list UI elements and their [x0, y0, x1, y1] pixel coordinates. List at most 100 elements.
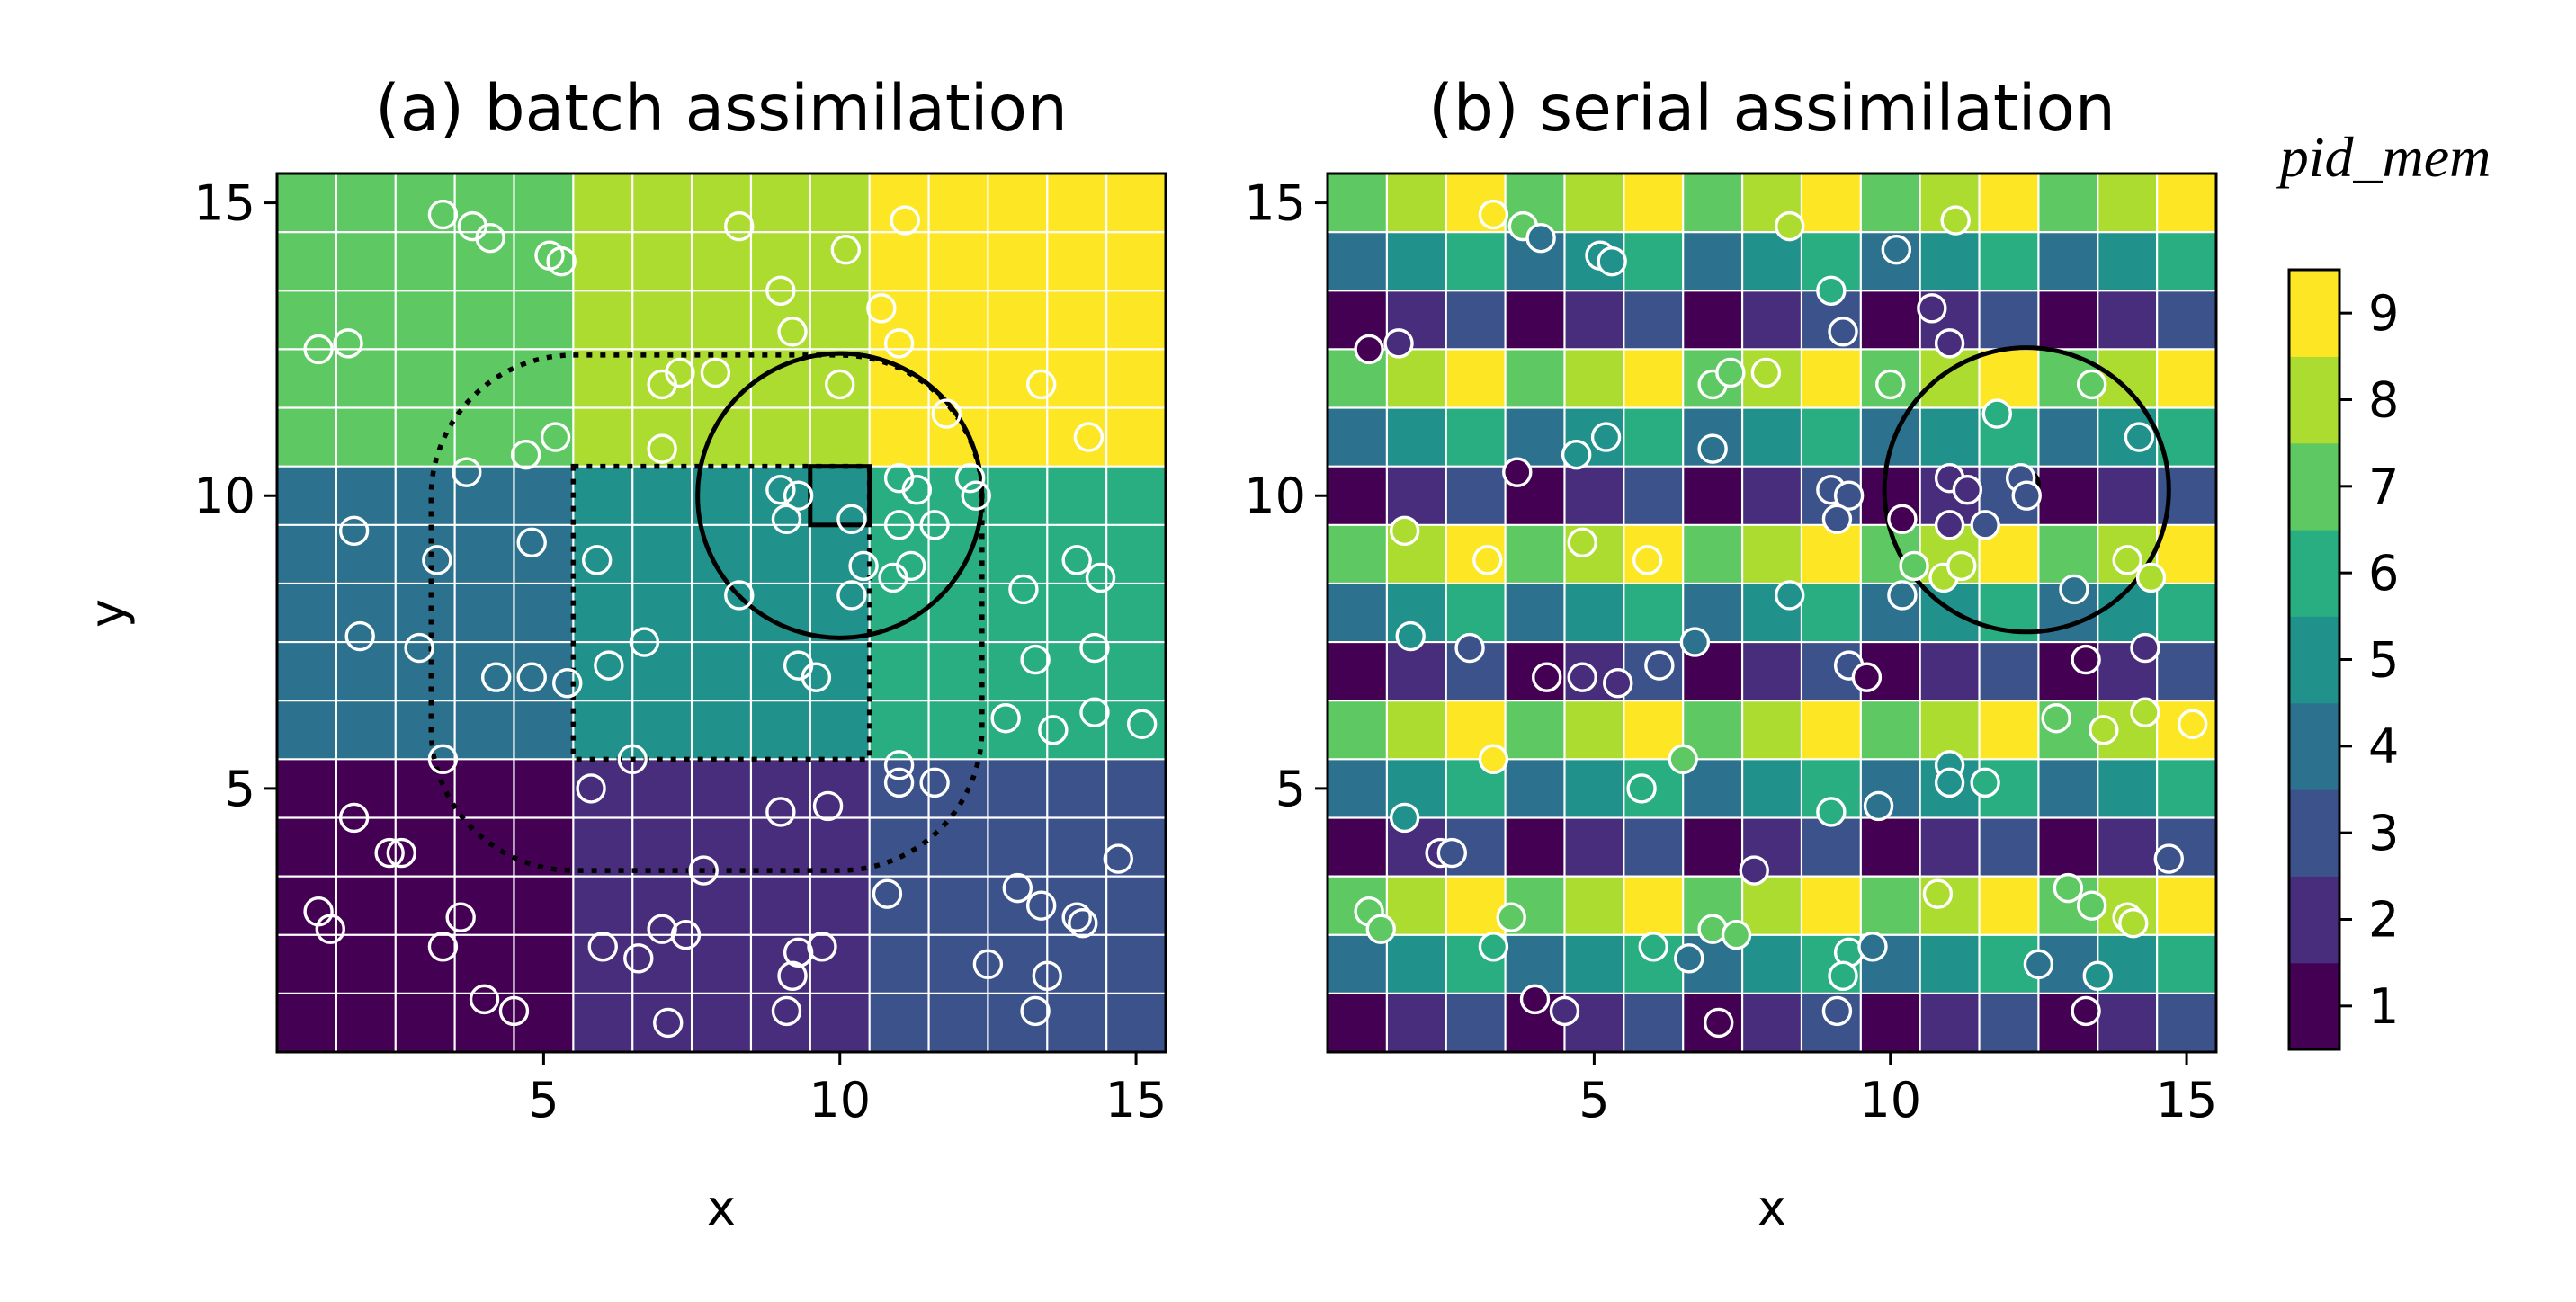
x-tick-label: 5: [528, 1072, 559, 1128]
heatmap-cell: [1742, 642, 1802, 701]
observation-point: [1721, 920, 1752, 950]
observation-point: [2153, 843, 2185, 874]
observation-point: [1395, 620, 1426, 652]
observation-point: [961, 480, 991, 511]
heatmap-cell: [1047, 642, 1107, 701]
observation-point: [623, 943, 654, 974]
observation-point: [1079, 632, 1110, 664]
observation-point: [1851, 662, 1883, 692]
heatmap-cell: [277, 934, 337, 994]
heatmap-cell: [1742, 232, 1802, 291]
observation-point: [1103, 843, 1134, 874]
observation-point: [422, 545, 452, 575]
heatmap-cell: [1328, 817, 1388, 878]
heatmap-cell: [692, 993, 752, 1053]
observation-point: [2071, 995, 2101, 1027]
observation-point: [665, 357, 695, 388]
heatmap-cell: [692, 583, 752, 643]
colorbar-tick-label: 9: [2368, 285, 2399, 342]
heatmap-cell: [514, 174, 574, 233]
heatmap-cell: [277, 642, 337, 701]
heatmap-cell: [750, 759, 811, 819]
observation-point: [1899, 550, 1929, 582]
colorbar-tick-label: 3: [2368, 805, 2399, 861]
heatmap-cell: [988, 174, 1048, 233]
observation-point: [2023, 949, 2054, 980]
observation-point: [1970, 510, 2000, 540]
heatmap-cell: [1106, 642, 1167, 701]
panel-a-cells: [277, 174, 1167, 1053]
observation-point: [303, 334, 334, 365]
heatmap-cell: [395, 876, 456, 936]
heatmap-cell: [454, 349, 515, 409]
heatmap-cell: [335, 407, 397, 468]
heatmap-cell: [988, 876, 1048, 936]
heatmap-cell: [1047, 993, 1107, 1053]
heatmap-cell: [454, 407, 515, 468]
heatmap-cell: [514, 290, 574, 350]
observation-point: [901, 475, 933, 505]
observation-point: [427, 744, 459, 775]
heatmap-cell: [692, 466, 752, 526]
observation-point: [1638, 932, 1668, 962]
observation-point: [724, 210, 755, 242]
heatmap-cell: [750, 174, 811, 233]
heatmap-cell: [1505, 524, 1566, 584]
heatmap-cell: [2097, 466, 2158, 526]
colorbar-segment: [2289, 962, 2339, 1050]
observation-point: [919, 767, 950, 798]
observation-point: [848, 550, 879, 582]
observation-point: [883, 767, 915, 798]
heatmap-cell: [1801, 583, 1862, 643]
heatmap-cell: [454, 466, 515, 526]
heatmap-cell: [1919, 817, 1981, 878]
observation-point: [1934, 767, 1965, 798]
heatmap-cell: [2038, 174, 2098, 233]
observation-point: [1079, 697, 1110, 727]
heatmap-cell: [1860, 876, 1921, 936]
heatmap-cell: [2157, 993, 2217, 1053]
heatmap-cell: [1106, 349, 1167, 409]
observation-point: [883, 750, 915, 780]
heatmap-cell: [573, 232, 633, 291]
heatmap-cell: [1742, 407, 1802, 468]
heatmap-cell: [2157, 290, 2217, 350]
heatmap-cell: [1445, 466, 1507, 526]
observation-point: [1952, 475, 1983, 505]
observation-point: [315, 914, 345, 944]
observation-point: [1821, 995, 1853, 1027]
heatmap-cell: [1860, 290, 1921, 350]
observation-point: [836, 504, 867, 534]
heatmap-cell: [1047, 524, 1107, 584]
observation-point: [2041, 703, 2071, 734]
heatmap-cell: [514, 876, 574, 936]
heatmap-cell: [2157, 759, 2217, 819]
heatmap-cell: [573, 993, 633, 1053]
panel-b-frame: [1326, 172, 2218, 1054]
panel-b-xlabel: x: [1758, 1180, 1786, 1236]
heatmap-cell: [988, 759, 1048, 819]
heatmap-cell: [1623, 583, 1684, 643]
heatmap-cell: [1623, 174, 1684, 233]
observation-point: [1668, 744, 1698, 775]
observation-point: [1496, 902, 1526, 932]
heatmap-cell: [1386, 993, 1447, 1053]
observation-point: [1525, 222, 1556, 254]
observation-point: [890, 205, 920, 236]
heatmap-cell: [1742, 290, 1802, 350]
heatmap-cell: [1564, 700, 1624, 760]
heatmap-cell: [1801, 349, 1862, 409]
observation-point: [700, 357, 731, 388]
heatmap-cell: [1386, 934, 1447, 994]
y-tick-label: 5: [1275, 761, 1306, 817]
heatmap-cell: [1564, 934, 1624, 994]
heatmap-cell: [1979, 642, 2039, 701]
observation-point: [1502, 457, 1533, 487]
panel-b-observations: [1354, 199, 2208, 1039]
observation-point: [2135, 562, 2167, 593]
heatmap-cell: [573, 407, 633, 468]
heatmap-cell: [514, 466, 574, 526]
observation-point: [338, 802, 370, 834]
observation-point: [1857, 932, 1888, 962]
heatmap-cell: [1564, 174, 1624, 233]
